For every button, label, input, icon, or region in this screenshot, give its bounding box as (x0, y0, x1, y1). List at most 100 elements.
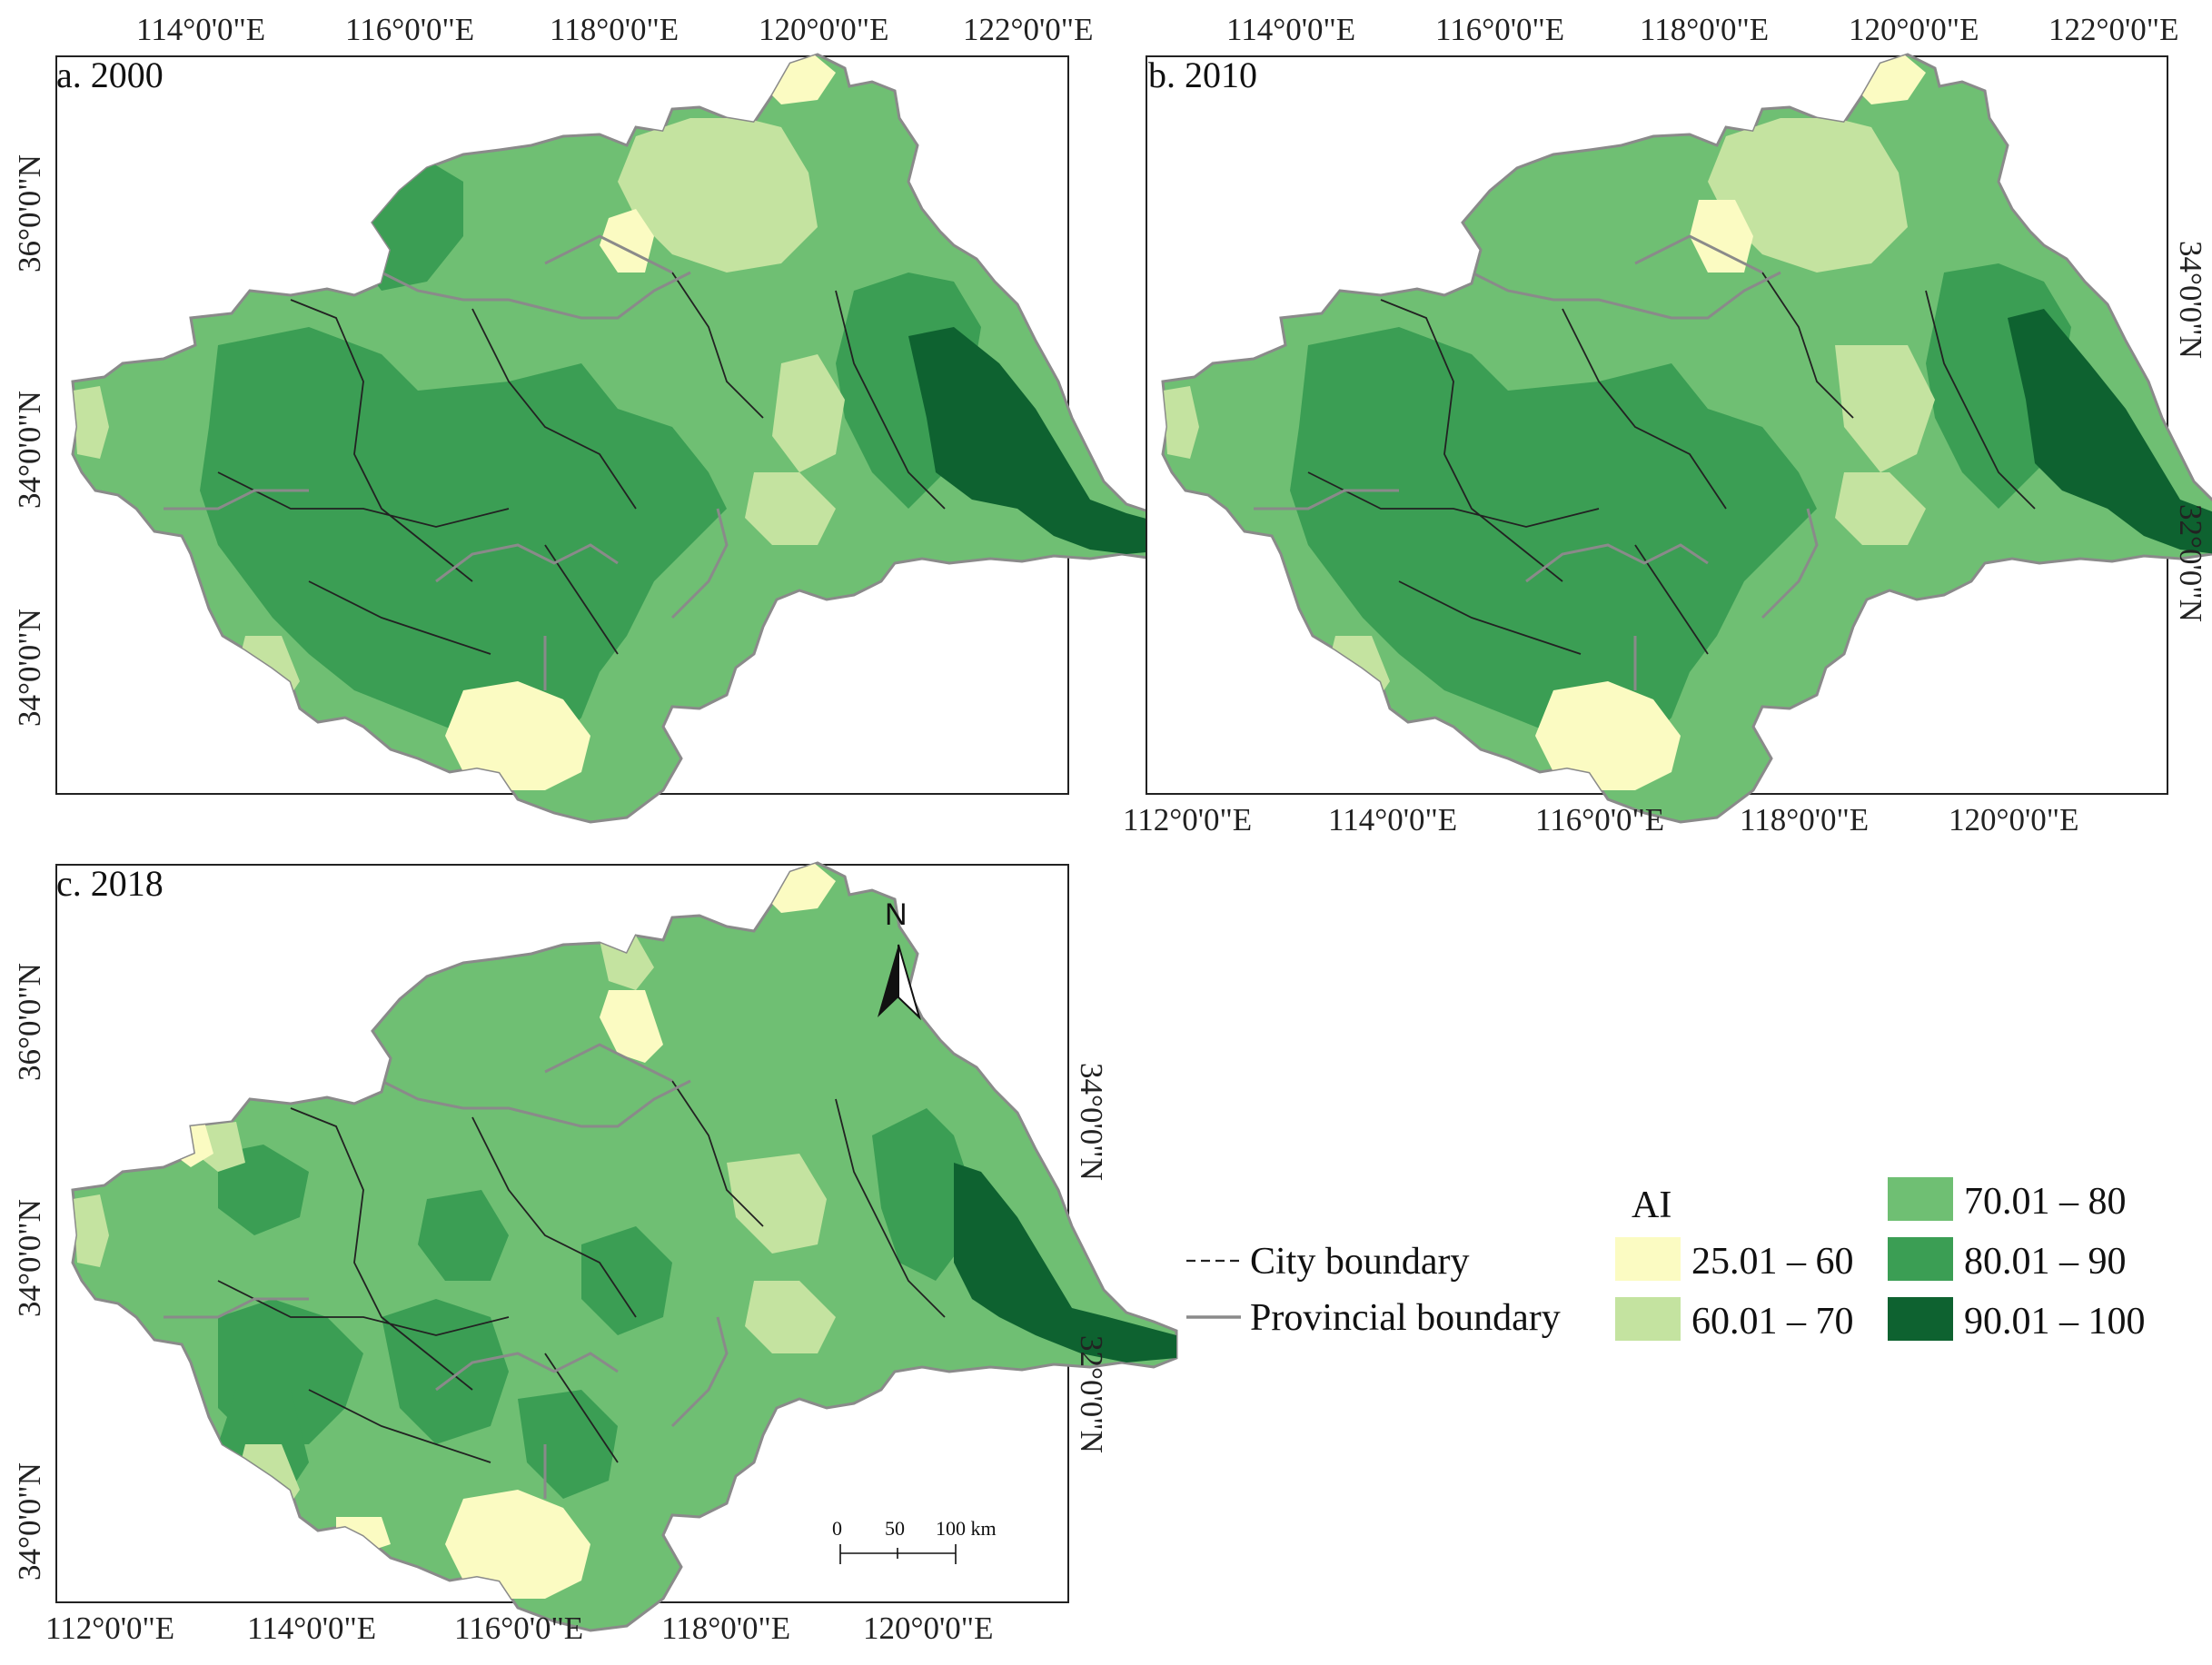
legend-class-70-80: 70.01 – 80 (1888, 1177, 2127, 1223)
scale-label: 100 km (936, 1517, 997, 1540)
scale-label: 50 (885, 1517, 905, 1540)
class-80-90-zone (418, 1190, 509, 1281)
top-ticks: 114°0'0"E 116°0'0"E 118°0'0"E 120°0'0"E … (1226, 12, 2178, 47)
left-ticks: 36°0'0"N 34°0'0"N 34°0'0"N (12, 154, 47, 727)
legend-class-label: 25.01 – 60 (1691, 1241, 1854, 1283)
legend-class-90-100: 90.01 – 100 (1888, 1297, 2146, 1343)
legend-provincial-boundary-label: Provincial boundary (1250, 1297, 1561, 1339)
tick-label: 116°0'0"E (454, 1610, 583, 1646)
region-map (71, 53, 1178, 824)
scale-label: 0 (832, 1517, 842, 1540)
tick-label: 112°0'0"E (1123, 802, 1252, 837)
scale-bar: 0 50 100 km (832, 1517, 997, 1564)
tick-label: 118°0'0"E (1740, 802, 1869, 837)
class-80-90-zone (1290, 327, 1817, 754)
legend-swatch (1615, 1297, 1681, 1341)
region-map (71, 861, 1178, 1632)
tick-label: 114°0'0"E (247, 1610, 376, 1646)
legend: AI City boundary Provincial boundary 25.… (1186, 1177, 2146, 1343)
map-panel-2018: c. 2018 112°0'0"E 114°0'0"E 116°0'0"E 11… (12, 861, 1178, 1646)
tick-label: 120°0'0"E (1849, 12, 1979, 47)
legend-swatch (1615, 1237, 1681, 1281)
tick-label: 34°0'0"N (12, 391, 47, 509)
tick-label: 34°0'0"N (12, 1462, 47, 1581)
tick-label: 32°0'0"N (2173, 504, 2208, 622)
map-panel-2000: a. 2000 114°0'0"E 116°0'0"E 118°0'0"E 12… (12, 12, 1178, 824)
city-boundary (1307, 272, 2036, 655)
panel-label: a. 2000 (56, 55, 164, 95)
tick-label: 114°0'0"E (1226, 12, 1355, 47)
provincial-boundary (1254, 234, 1819, 690)
legend-provincial-boundary: Provincial boundary (1186, 1297, 1561, 1339)
legend-city-boundary: City boundary (1186, 1241, 1469, 1283)
region-map (1161, 53, 2212, 824)
legend-class-60-70: 60.01 – 70 (1615, 1297, 1854, 1343)
class-25-60-zone (600, 990, 663, 1063)
class-25-60-zone (1690, 200, 1753, 273)
tick-label: 112°0'0"E (45, 1610, 174, 1646)
city-boundary (217, 272, 946, 655)
tick-label: 120°0'0"E (759, 12, 888, 47)
class-25-60-zone (445, 1490, 590, 1599)
legend-swatch (1888, 1297, 1953, 1341)
tick-label: 120°0'0"E (1949, 802, 2078, 837)
class-60-70-zone (600, 936, 654, 990)
tick-label: 122°0'0"E (963, 12, 1093, 47)
provincial-boundary (164, 234, 729, 690)
top-ticks: 114°0'0"E 116°0'0"E 118°0'0"E 120°0'0"E … (136, 12, 1093, 47)
panel-label: c. 2018 (56, 863, 164, 904)
tick-label: 116°0'0"E (1435, 12, 1564, 47)
class-25-60-zone (445, 681, 590, 790)
north-arrow-icon: N (878, 897, 921, 1021)
class-60-70-zone (73, 1194, 109, 1267)
class-25-60-zone (1535, 681, 1681, 790)
tick-label: 34°0'0"N (12, 609, 47, 727)
legend-class-80-90: 80.01 – 90 (1888, 1237, 2127, 1283)
class-80-90-zone (218, 1145, 309, 1235)
tick-label: 120°0'0"E (863, 1610, 993, 1646)
legend-class-label: 60.01 – 70 (1691, 1301, 1854, 1343)
tick-label: 114°0'0"E (1328, 802, 1457, 837)
panel-label: b. 2010 (1148, 55, 1257, 95)
class-60-70-zone (727, 1154, 827, 1254)
bottom-ticks: 112°0'0"E 114°0'0"E 116°0'0"E 118°0'0"E … (45, 1610, 993, 1646)
class-60-70-zone (1835, 472, 1926, 545)
class-80-90-zone (581, 1226, 672, 1335)
class-60-70-zone (745, 1281, 836, 1353)
bottom-ticks: 112°0'0"E 114°0'0"E 116°0'0"E 118°0'0"E … (1123, 802, 2078, 837)
legend-class-label: 70.01 – 80 (1964, 1181, 2127, 1223)
map-panel-2010: b. 2010 114°0'0"E 116°0'0"E 118°0'0"E 12… (1123, 12, 2212, 837)
class-80-90-zone (872, 1108, 972, 1281)
right-ticks: 34°0'0"N 32°0'0"N (1074, 1063, 1109, 1453)
class-80-90-zone (200, 327, 727, 754)
class-60-70-zone (618, 118, 818, 273)
tick-label: 36°0'0"N (12, 154, 47, 273)
legend-title: AI (1632, 1184, 1671, 1226)
class-60-70-zone (1163, 386, 1199, 459)
tick-label: 36°0'0"N (12, 963, 47, 1081)
tick-label: 116°0'0"E (1535, 802, 1664, 837)
legend-swatch (1888, 1177, 1953, 1221)
city-boundary (217, 1080, 946, 1463)
legend-city-boundary-label: City boundary (1250, 1241, 1469, 1283)
tick-label: 34°0'0"N (12, 1199, 47, 1317)
class-80-90-zone (518, 1390, 618, 1499)
class-60-70-zone (73, 386, 109, 459)
class-80-90-zone (382, 1299, 509, 1444)
class-90-100-zone (2008, 309, 2212, 554)
right-ticks: 34°0'0"N 32°0'0"N (2173, 241, 2208, 622)
class-90-100-zone (908, 327, 1176, 554)
tick-label: 118°0'0"E (550, 12, 679, 47)
legend-class-label: 80.01 – 90 (1964, 1241, 2127, 1283)
class-60-70-zone (745, 472, 836, 545)
legend-class-label: 90.01 – 100 (1964, 1301, 2146, 1343)
tick-label: 118°0'0"E (1640, 12, 1769, 47)
legend-swatch (1888, 1237, 1953, 1281)
tick-label: 34°0'0"N (1074, 1063, 1109, 1181)
legend-class-25-60: 25.01 – 60 (1615, 1237, 1854, 1283)
class-90-100-zone (954, 1163, 1176, 1363)
tick-label: 122°0'0"E (2048, 12, 2178, 47)
tick-label: 118°0'0"E (661, 1610, 790, 1646)
provincial-boundary (164, 1043, 729, 1499)
